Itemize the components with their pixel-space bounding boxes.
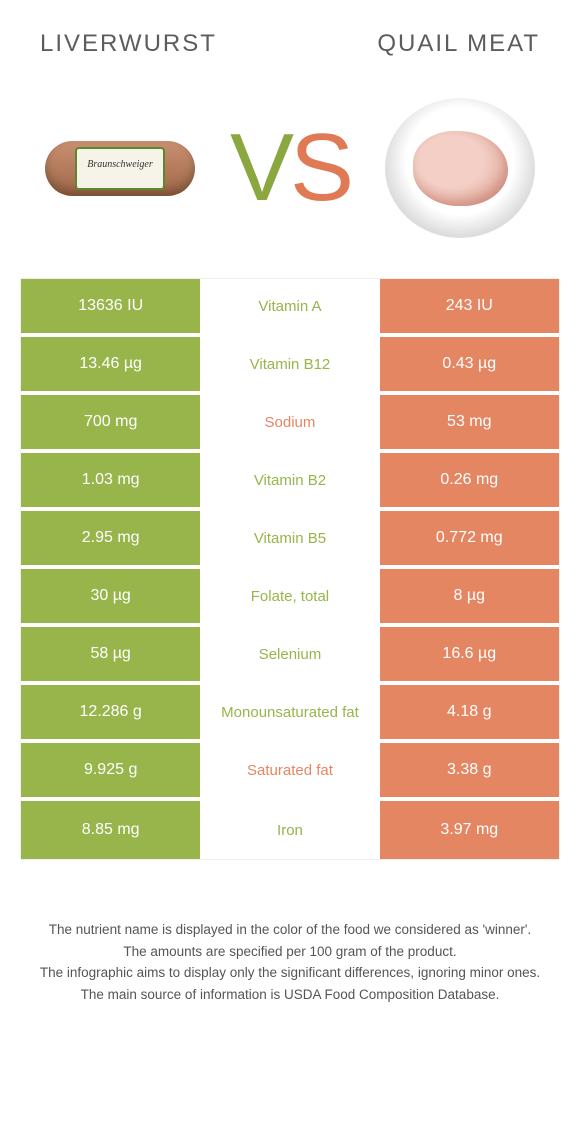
table-row: 700 mgSodium53 mg	[21, 395, 559, 453]
cell-right: 3.38 g	[380, 743, 559, 797]
table-row: 30 µgFolate, total8 µg	[21, 569, 559, 627]
cell-nutrient: Vitamin B2	[200, 453, 379, 507]
cell-right: 53 mg	[380, 395, 559, 449]
cell-right: 0.43 µg	[380, 337, 559, 391]
vs-v: V	[230, 114, 290, 221]
hero: Braunschweiger VS	[0, 78, 580, 258]
cell-nutrient: Iron	[200, 801, 379, 859]
cell-right: 16.6 µg	[380, 627, 559, 681]
footnotes: The nutrient name is displayed in the co…	[0, 880, 580, 1004]
table-row: 1.03 mgVitamin B20.26 mg	[21, 453, 559, 511]
table-row: 12.286 gMonounsaturated fat4.18 g	[21, 685, 559, 743]
cell-nutrient: Selenium	[200, 627, 379, 681]
table-row: 2.95 mgVitamin B50.772 mg	[21, 511, 559, 569]
cell-left: 13.46 µg	[21, 337, 200, 391]
sausage-icon: Braunschweiger	[45, 141, 195, 196]
table-row: 9.925 gSaturated fat3.38 g	[21, 743, 559, 801]
cell-nutrient: Saturated fat	[200, 743, 379, 797]
cell-nutrient: Sodium	[200, 395, 379, 449]
quail-image	[380, 98, 540, 238]
footnote-line: The infographic aims to display only the…	[30, 963, 550, 983]
sausage-label: Braunschweiger	[45, 159, 195, 170]
meat-icon	[413, 131, 508, 206]
cell-right: 0.772 mg	[380, 511, 559, 565]
cell-nutrient: Monounsaturated fat	[200, 685, 379, 739]
cell-right: 243 IU	[380, 279, 559, 333]
cell-left: 1.03 mg	[21, 453, 200, 507]
header: LIVERWURST QUAIL MEAT	[0, 0, 580, 78]
footnote-line: The main source of information is USDA F…	[30, 985, 550, 1005]
cell-left: 700 mg	[21, 395, 200, 449]
cell-right: 8 µg	[380, 569, 559, 623]
cell-left: 13636 IU	[21, 279, 200, 333]
liverwurst-image: Braunschweiger	[40, 98, 200, 238]
cell-left: 8.85 mg	[21, 801, 200, 859]
table-row: 58 µgSelenium16.6 µg	[21, 627, 559, 685]
vs-s: S	[290, 114, 350, 221]
title-left: LIVERWURST	[40, 30, 217, 58]
nutrient-table: 13636 IUVitamin A243 IU13.46 µgVitamin B…	[20, 278, 560, 860]
footnote-line: The nutrient name is displayed in the co…	[30, 920, 550, 940]
table-row: 13636 IUVitamin A243 IU	[21, 279, 559, 337]
title-right: QUAIL MEAT	[377, 30, 540, 58]
cell-right: 3.97 mg	[380, 801, 559, 859]
cell-nutrient: Vitamin B5	[200, 511, 379, 565]
cell-nutrient: Vitamin A	[200, 279, 379, 333]
cell-left: 30 µg	[21, 569, 200, 623]
cell-right: 4.18 g	[380, 685, 559, 739]
cell-left: 2.95 mg	[21, 511, 200, 565]
table-row: 8.85 mgIron3.97 mg	[21, 801, 559, 859]
table-row: 13.46 µgVitamin B120.43 µg	[21, 337, 559, 395]
cell-nutrient: Vitamin B12	[200, 337, 379, 391]
plate-icon	[385, 98, 535, 238]
cell-right: 0.26 mg	[380, 453, 559, 507]
cell-nutrient: Folate, total	[200, 569, 379, 623]
vs-label: VS	[230, 113, 350, 223]
cell-left: 58 µg	[21, 627, 200, 681]
footnote-line: The amounts are specified per 100 gram o…	[30, 942, 550, 962]
cell-left: 9.925 g	[21, 743, 200, 797]
cell-left: 12.286 g	[21, 685, 200, 739]
